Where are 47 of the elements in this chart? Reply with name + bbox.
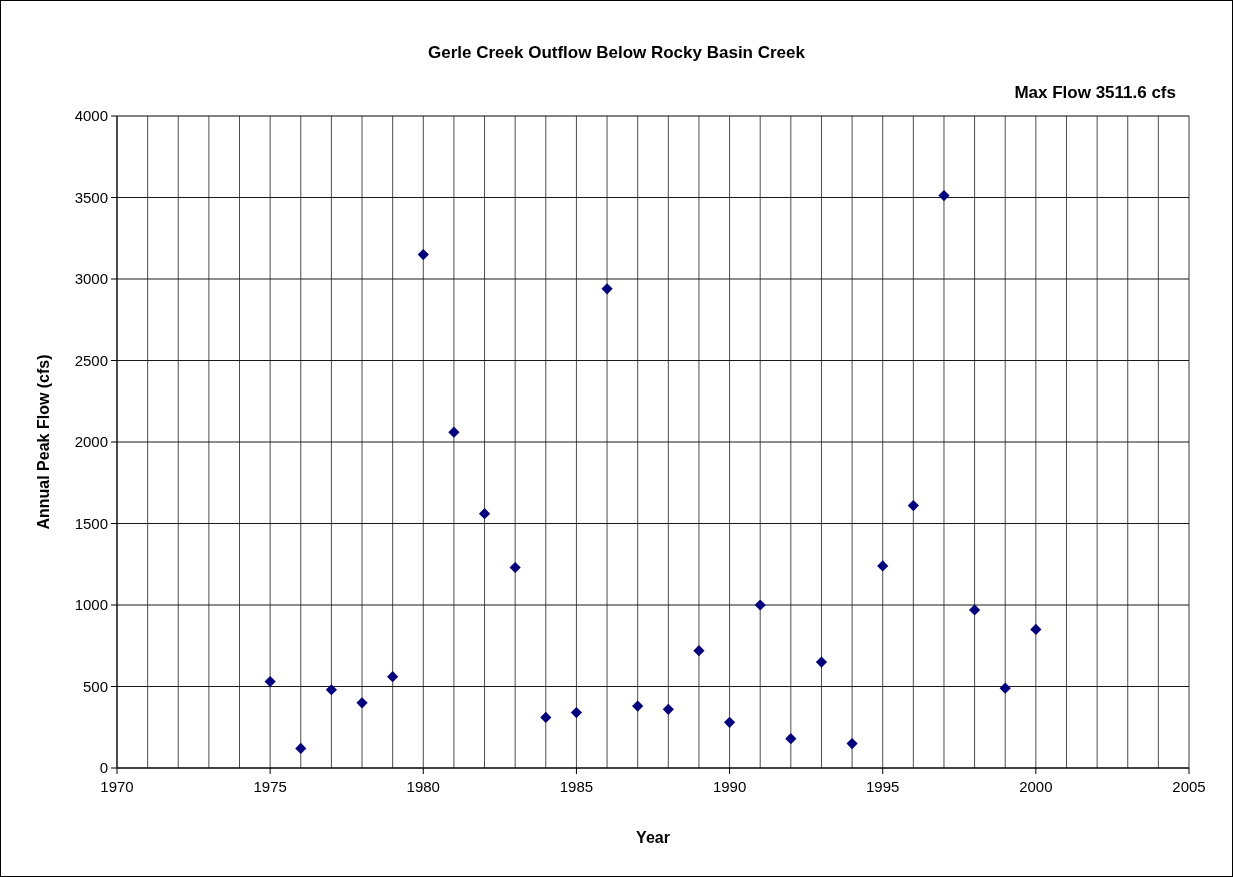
x-tick-label: 2005	[1172, 778, 1206, 795]
y-tick-label: 1500	[74, 514, 108, 532]
point	[570, 706, 583, 719]
point	[356, 697, 368, 709]
point	[969, 604, 981, 616]
point	[540, 711, 552, 724]
y-tick-label: 2500	[74, 351, 108, 369]
x-axis-title: Year	[636, 829, 670, 846]
point	[785, 733, 797, 745]
y-tick-label: 4000	[74, 107, 108, 124]
point	[509, 561, 521, 574]
point	[387, 671, 399, 683]
point	[938, 190, 950, 202]
x-tick-label: 1980	[406, 778, 440, 795]
point	[877, 560, 889, 572]
point	[448, 426, 460, 438]
point	[601, 283, 613, 295]
point	[907, 499, 919, 512]
point	[1030, 623, 1042, 636]
point	[417, 248, 429, 261]
point	[754, 599, 766, 611]
point	[693, 645, 705, 657]
x-tick-label: 1985	[559, 778, 594, 795]
point	[478, 508, 491, 520]
point	[325, 684, 337, 696]
y-tick-label: 0	[99, 759, 108, 776]
y-tick-label: 500	[82, 677, 108, 695]
point	[264, 676, 276, 688]
y-axis-title: Annual Peak Flow (cfs)	[35, 354, 52, 530]
x-tick-label: 2000	[1019, 778, 1053, 795]
chart-title: Gerle Creek Outflow Below Rocky Basin Creek	[428, 43, 806, 62]
point	[815, 656, 828, 668]
y-tick-label: 3500	[74, 188, 108, 206]
x-tick-label: 1975	[253, 778, 287, 795]
x-tick-label: 1995	[866, 778, 900, 795]
point	[632, 700, 644, 712]
x-tick-label: 1990	[712, 778, 747, 795]
point	[295, 742, 307, 755]
point	[999, 682, 1011, 694]
y-tick-label: 3000	[74, 270, 108, 287]
point	[723, 716, 736, 728]
x-tick-label: 1970	[100, 778, 134, 795]
point	[846, 737, 858, 750]
y-tick-label: 1000	[74, 596, 108, 613]
point	[662, 703, 674, 715]
y-tick-label: 2000	[74, 433, 108, 450]
text: Max Flow 3511.6 cfs	[1014, 83, 1176, 102]
